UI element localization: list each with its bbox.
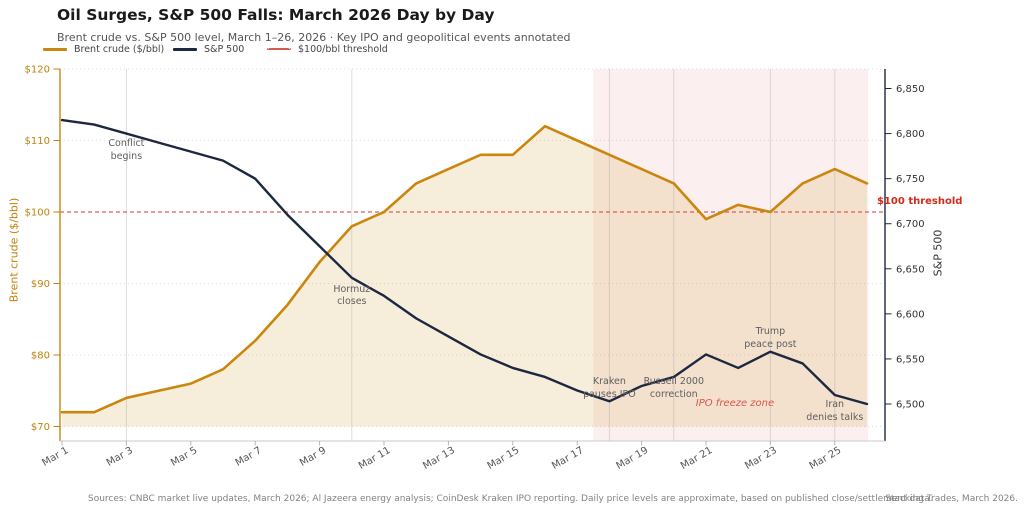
x-tick-label: Mar 13: [421, 445, 457, 472]
right-tick-label: 6,650: [896, 264, 925, 275]
x-tick-label: Mar 25: [808, 445, 844, 472]
legend-label-brent: Brent crude ($/bbl): [74, 43, 165, 55]
chart-subtitle: Brent crude vs. S&P 500 level, March 1–2…: [57, 31, 571, 44]
x-tick-label: Mar 17: [550, 445, 586, 472]
x-tick-label: Mar 7: [234, 445, 264, 469]
x-tick-label: Mar 23: [743, 445, 779, 472]
legend-item-brent: Brent crude ($/bbl): [43, 43, 164, 55]
footer-sources: Sources: CNBC market live updates, March…: [88, 494, 933, 504]
left-axis-title: Brent crude ($/bbl): [7, 197, 21, 303]
brent-area-fill: [62, 126, 867, 427]
annotation-kraken-pauses-ipo: Kraken pauses IPO: [583, 376, 636, 400]
annotation-hormuz-closes: Hormuz closes: [333, 283, 371, 307]
annotation-trump-peace-post: Trump peace post: [744, 326, 797, 350]
x-tick-label: Mar 5: [169, 445, 199, 469]
ipo-freeze-zone-band: [593, 69, 868, 441]
left-tick-label: $90: [31, 279, 50, 290]
right-tick-label: 6,700: [896, 219, 925, 230]
x-tick-label: Mar 21: [679, 445, 715, 472]
threshold-annotation: $100 threshold: [877, 196, 963, 207]
right-axis-title: S&P 500: [931, 229, 945, 277]
legend-item-sp500: S&P 500: [173, 43, 244, 55]
annotation-russell-2000-correction: Russell 2000 correction: [643, 376, 705, 400]
right-tick-label: 6,800: [896, 129, 925, 140]
left-tick-label: $110: [25, 136, 50, 147]
legend-label-threshold: $100/bbl threshold: [298, 43, 388, 55]
event-lines: [125, 69, 836, 441]
left-tick-label: $100: [25, 208, 50, 219]
threshold-line-swatch: [267, 48, 291, 50]
left-tick-label: $120: [25, 65, 50, 76]
sp500-line: [60, 118, 869, 406]
x-tick-label: Mar 9: [298, 445, 328, 469]
right-tick-label: 6,600: [896, 309, 925, 320]
annotation-conflict-begins: Conflict begins: [108, 138, 145, 162]
x-tick-label: Mar 19: [614, 445, 650, 472]
x-tick-label: Mar 11: [357, 445, 393, 472]
sp500-line-swatch: [173, 47, 197, 51]
brent-line-swatch: [43, 47, 67, 51]
right-tick-label: 6,850: [896, 84, 925, 95]
legend-label-sp500: S&P 500: [204, 43, 245, 55]
left-tick-label: $80: [31, 351, 50, 362]
x-tick-label: Mar 3: [105, 445, 135, 469]
right-tick-label: 6,750: [896, 174, 925, 185]
left-tick-label: $70: [31, 422, 50, 433]
annotation-ipo-freeze-zone: IPO freeze zone: [695, 398, 775, 410]
x-tick-label: Mar 1: [40, 445, 70, 469]
gridlines: [60, 68, 885, 427]
right-tick-label: 6,500: [896, 400, 925, 411]
brent-line: [60, 124, 869, 414]
page-title: Oil Surges, S&P 500 Falls: March 2026 Da…: [57, 6, 495, 24]
legend-item-threshold: $100/bbl threshold: [267, 43, 388, 55]
footer-credit: Stacking Trades, March 2026.: [885, 494, 1018, 504]
right-tick-label: 6,550: [896, 354, 925, 365]
x-tick-label: Mar 15: [486, 445, 522, 472]
annotation-iran-denies-talks: Iran denies talks: [806, 399, 864, 423]
